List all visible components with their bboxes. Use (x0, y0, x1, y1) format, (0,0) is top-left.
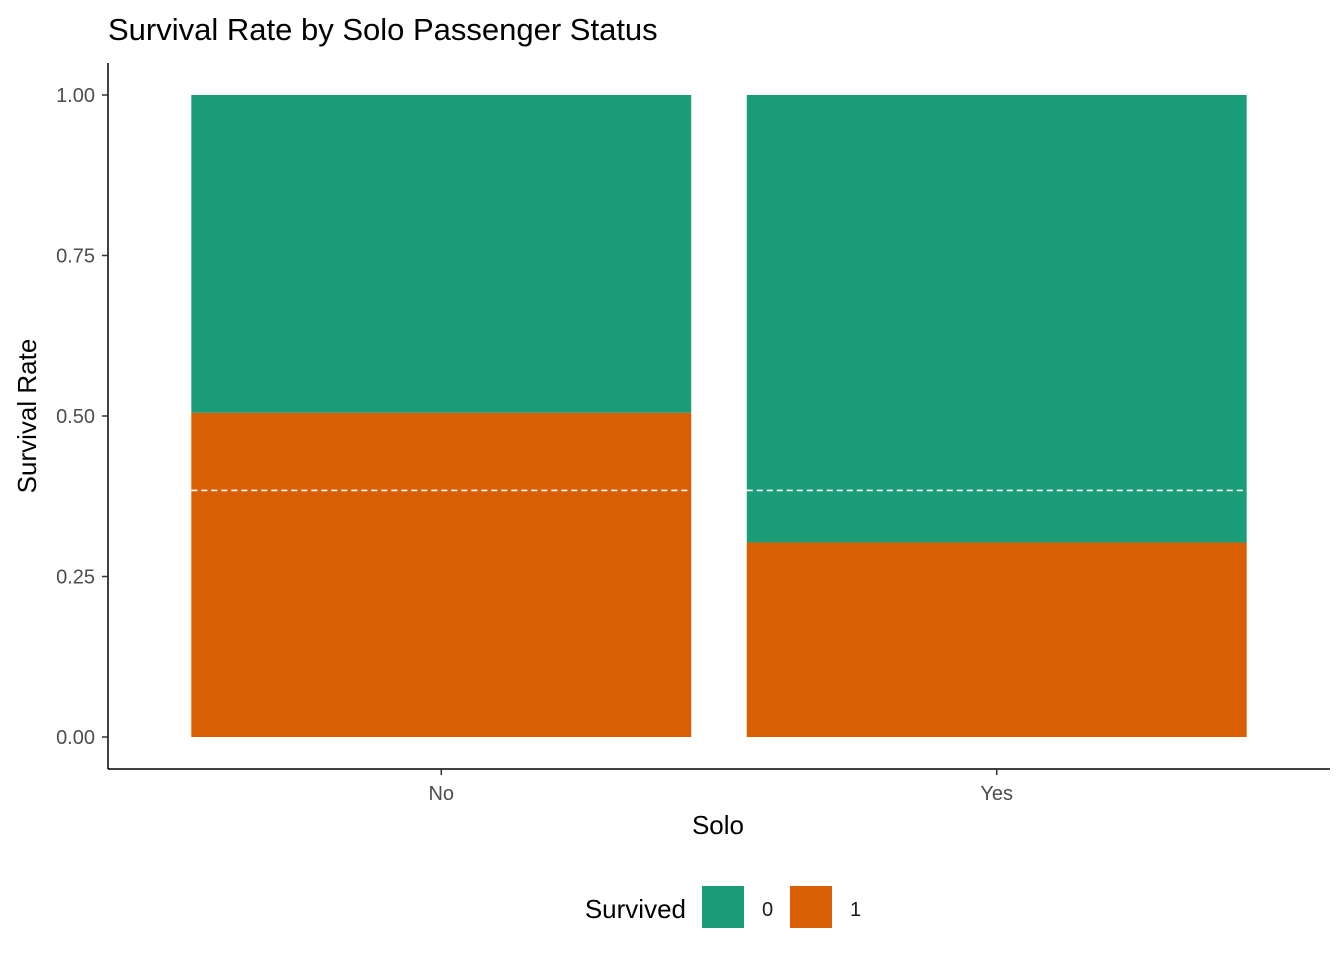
legend-label-0: 0 (762, 899, 773, 921)
bar-no-survived-1 (191, 412, 692, 737)
legend-key-0 (702, 886, 744, 928)
legend-key-1 (790, 886, 832, 928)
bar-no-survived-0 (191, 95, 692, 413)
legend-title: Survived (585, 894, 686, 924)
x-tick-label-yes: Yes (980, 783, 1013, 805)
y-tick-label: 0.00 (56, 727, 95, 749)
bars-layer (191, 95, 1247, 737)
chart-title: Survival Rate by Solo Passenger Status (108, 12, 658, 47)
y-axis-title: Survival Rate (12, 339, 42, 494)
bar-yes-survived-0 (746, 95, 1247, 543)
x-axis-ticks: No Yes (428, 769, 1013, 805)
x-axis-title: Solo (692, 810, 744, 840)
bar-yes-survived-1 (746, 542, 1247, 737)
y-tick-label: 0.75 (56, 246, 95, 268)
y-tick-label: 1.00 (56, 85, 95, 107)
y-tick-label: 0.50 (56, 406, 95, 428)
y-axis-ticks: 0.00 0.25 0.50 0.75 1.00 (56, 85, 108, 749)
y-tick-label: 0.25 (56, 567, 95, 589)
x-tick-label-no: No (428, 783, 454, 805)
legend-label-1: 1 (850, 899, 861, 921)
